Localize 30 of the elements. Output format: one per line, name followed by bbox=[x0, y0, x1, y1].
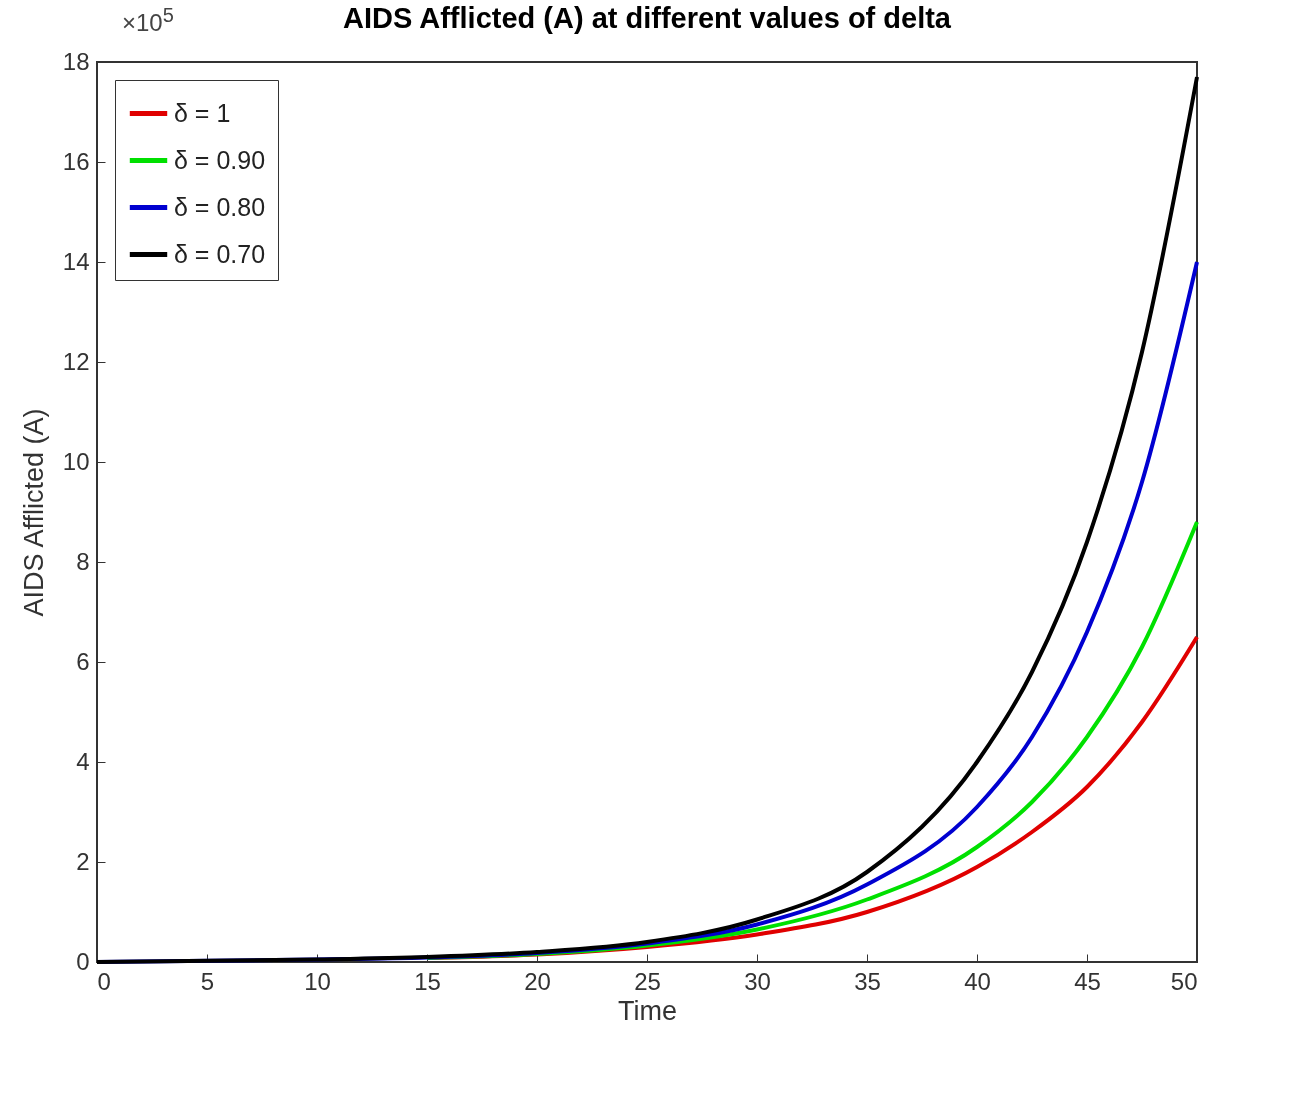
x-tick-label: 35 bbox=[854, 967, 881, 995]
y-tick-label: 8 bbox=[76, 547, 90, 575]
x-tick-label: 50 bbox=[1170, 967, 1198, 995]
y-tick-label: 12 bbox=[62, 347, 90, 375]
x-tick-label: 40 bbox=[964, 967, 991, 995]
y-axis-title: AIDS Afflicted (A) bbox=[18, 408, 49, 617]
x-tick-label: 25 bbox=[634, 967, 661, 995]
y-tick-label: 0 bbox=[76, 947, 90, 975]
x-tick-label: 15 bbox=[414, 967, 441, 995]
y-tick-label: 2 bbox=[76, 847, 90, 875]
chart-title: AIDS Afflicted (A) at different values of delta bbox=[343, 2, 952, 34]
y-tick-label: 18 bbox=[62, 47, 90, 75]
legend-label: δ = 0.90 bbox=[174, 145, 266, 174]
text: ×10$^{5}$ bbox=[122, 4, 174, 37]
legend-label: δ = 0.80 bbox=[174, 192, 266, 221]
x-tick-label: 20 bbox=[524, 967, 551, 995]
y-tick-label: 10 bbox=[62, 447, 90, 475]
legend-label: δ = 1 bbox=[174, 98, 231, 127]
y-tick-label: 6 bbox=[76, 647, 90, 675]
x-tick-label: 45 bbox=[1074, 967, 1101, 995]
y-tick-label: 14 bbox=[62, 247, 90, 275]
x-axis-title: Time bbox=[618, 995, 677, 1026]
y-tick-label: 16 bbox=[62, 147, 90, 175]
line-series bbox=[95, 75, 1199, 964]
legend-label: δ = 0.70 bbox=[174, 239, 266, 268]
x-tick-label: 30 bbox=[744, 967, 771, 995]
x-tick-label: 5 bbox=[200, 967, 215, 995]
y-tick-label: 4 bbox=[76, 747, 90, 775]
x-tick-label: 10 bbox=[304, 967, 331, 995]
x-tick-label: 0 bbox=[97, 967, 111, 995]
